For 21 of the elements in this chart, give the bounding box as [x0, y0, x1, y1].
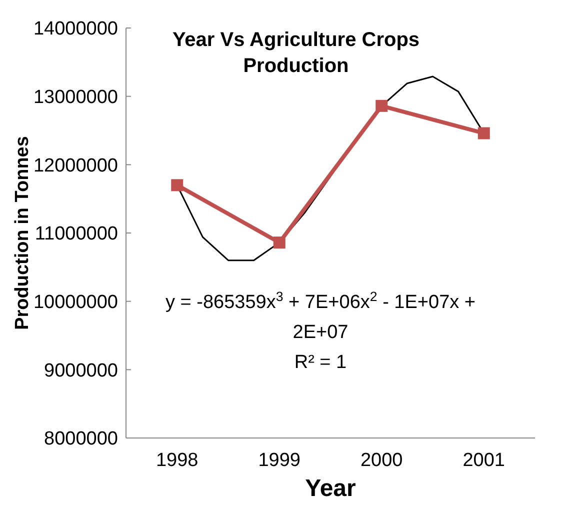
y-tick-label: 9000000: [44, 360, 118, 382]
x-tick-label: 2001: [462, 450, 506, 471]
point: [478, 127, 490, 140]
y-tick-label: 12000000: [33, 155, 118, 176]
y-tick-label: 13000000: [33, 86, 118, 108]
point: [171, 179, 184, 192]
y-tick-label: 14000000: [33, 18, 118, 40]
x-tick-label: 1998: [156, 450, 198, 471]
point: [376, 100, 388, 112]
x-tick-label: 2000: [360, 450, 403, 471]
annotation: 2E+07: [292, 322, 348, 343]
annotation: R² = 1: [294, 352, 347, 373]
text: Year Vs Agriculture Crops Production: [172, 29, 420, 77]
annotation: y = -865359x$^{3}$ + 7E+06x$^{2}$ - 1E+07x +: [165, 288, 476, 313]
y-tick-label: 8000000: [44, 428, 118, 450]
y-axis-title: Production in Tonnes: [12, 136, 33, 330]
point: [273, 236, 286, 249]
x-tick-label: 1999: [258, 450, 301, 471]
x-axis-title: Year: [305, 475, 356, 502]
y-tick-label: 10000000: [33, 292, 118, 313]
y-tick-label: 11000000: [34, 224, 118, 245]
